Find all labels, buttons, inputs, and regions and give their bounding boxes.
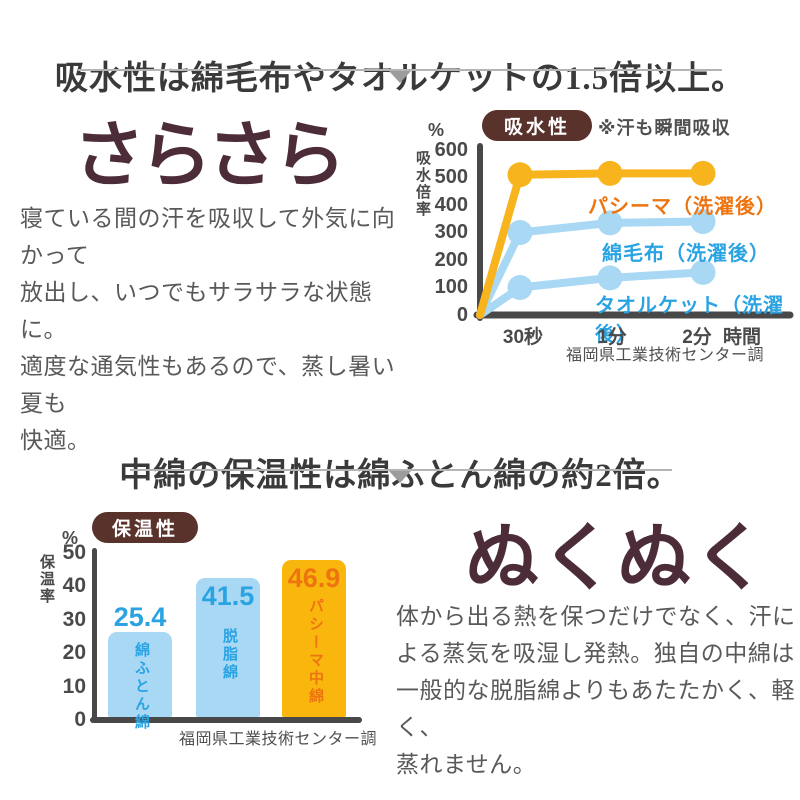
bar-ytick-30: 30 <box>62 608 86 631</box>
bar-label-cotton-futon: 綿ふとん綿 <box>133 642 150 732</box>
bar-value-dasshimen: 41.5 <box>201 581 255 611</box>
line-x-axis-unit: 時間 <box>722 327 761 348</box>
nukunuku-headline: ぬくぬく <box>465 516 769 599</box>
title-divider-line-2 <box>130 469 672 471</box>
series-line-0 <box>476 169 707 319</box>
bar-ytick-40: 40 <box>62 574 86 597</box>
series-2-point-0 <box>507 275 533 300</box>
legend-towel-ket: タオルケット（洗濯後） <box>595 295 784 346</box>
line-chart-series-group <box>476 160 716 319</box>
bar-chart-x-axis <box>90 717 362 723</box>
bar-ytick-50: 50 <box>62 541 86 564</box>
bar-cotton-futon <box>108 632 172 717</box>
title-divider-line <box>78 69 722 71</box>
line-chart-y-axis-title: 吸水倍率 <box>414 150 431 218</box>
absorbency-chart-note: ※汗も瞬間吸収 <box>598 118 731 138</box>
divider-arrow-down-icon <box>389 71 411 83</box>
bar-chart-y-axis-title: 保温率 <box>38 554 55 605</box>
line-ytick-500: 500 <box>434 166 468 188</box>
line-ytick-0: 0 <box>456 304 468 326</box>
bar-ytick-0: 0 <box>74 708 86 731</box>
line-xtick-30s: 30秒 <box>502 327 544 348</box>
series-0-point-2 <box>690 160 716 186</box>
bar-dasshimen <box>196 578 260 717</box>
line-chart-unit-label: % <box>428 120 445 140</box>
series-0-point-1 <box>597 160 623 186</box>
absorbency-description: 寝ている間の汗を吸収して外気に向かって 放出し、いつでもサラサラな状態に。 適度… <box>20 205 396 453</box>
bar-value-cotton-futon: 25.4 <box>113 602 167 632</box>
warmth-description: 体から出る熱を保つだけでなく、汗に よる蒸気を吸湿し発熱。独自の中綿は 一般的な… <box>396 603 796 777</box>
absorbency-badge-label: 吸水性 <box>503 117 570 138</box>
line-ytick-300: 300 <box>434 221 468 243</box>
sarasara-headline: さらさら <box>72 116 346 196</box>
series-2-point-1 <box>597 265 623 291</box>
bar-chart-unit-label: % <box>62 528 79 548</box>
divider-arrow-down-icon-2 <box>389 471 411 483</box>
legend-cotton-blanket: 綿毛布（洗濯後） <box>602 243 770 265</box>
absorbency-chart-badge: 吸水性 <box>482 110 592 141</box>
legend-pasima: パシーマ（洗濯後） <box>588 196 777 218</box>
warmth-chart-badge: 保温性 <box>92 512 198 543</box>
bar-value-pasima: 46.9 <box>287 563 341 593</box>
bar-pasima-filling <box>282 560 346 717</box>
bar-chart-y-axis <box>92 548 97 723</box>
line-xtick-2min: 2分 <box>682 327 712 348</box>
line-ytick-400: 400 <box>434 194 468 216</box>
line-ytick-600: 600 <box>434 139 468 161</box>
absorbency-line-chart <box>473 143 794 321</box>
series-line-2 <box>476 268 707 319</box>
series-1-point-0 <box>507 220 533 245</box>
line-ytick-100: 100 <box>434 276 468 298</box>
series-0-point-0 <box>507 162 533 188</box>
bar-chart-source: 福岡県工業技術センター調 <box>178 731 377 748</box>
warmth-badge-label: 保温性 <box>111 519 178 540</box>
series-line-1 <box>476 217 707 319</box>
series-1-point-2 <box>690 209 716 234</box>
series-1-point-1 <box>597 210 623 236</box>
line-xtick-1min: 1分 <box>597 327 627 348</box>
bar-ytick-20: 20 <box>62 641 86 664</box>
bar-label-dasshimen: 脱脂綿 <box>221 628 238 682</box>
bar-label-pasima: パシーマ中綿 <box>307 598 324 706</box>
bar-ytick-10: 10 <box>62 675 86 698</box>
series-2-point-2 <box>690 259 716 285</box>
line-chart-source: 福岡県工業技術センター調 <box>565 347 764 364</box>
line-ytick-200: 200 <box>434 249 468 271</box>
